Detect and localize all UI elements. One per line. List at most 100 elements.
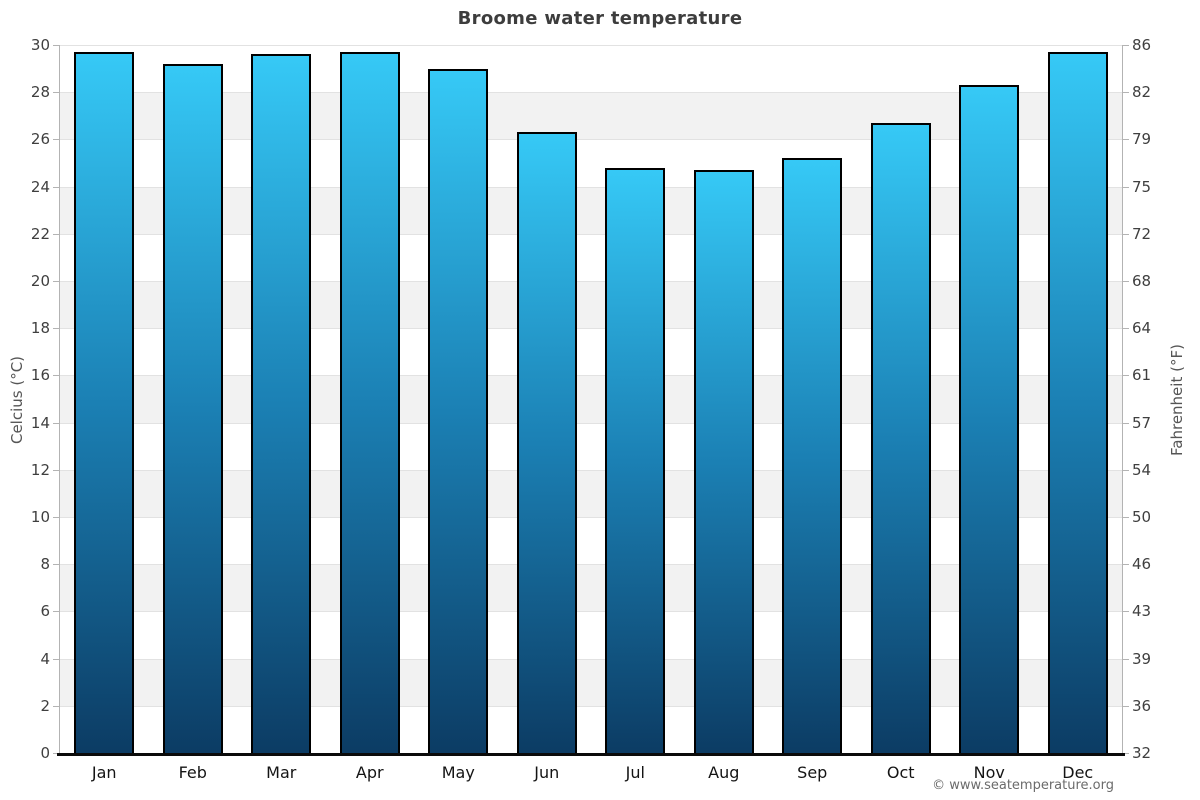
bar-aug: [693, 170, 754, 753]
y-tick-mark-right: [1123, 705, 1129, 707]
y-tick-label-fahrenheit-61: 61: [1132, 366, 1152, 385]
y-tick-mark-left: [53, 281, 59, 282]
bar-mar: [251, 54, 312, 753]
y-tick-label-fahrenheit-75: 75: [1132, 177, 1152, 196]
grid-band: [60, 469, 1122, 517]
bar-jan: [74, 52, 135, 753]
y-tick-mark-left: [53, 705, 59, 707]
x-tick-label-nov: Nov: [973, 763, 1005, 782]
y-tick-label-fahrenheit-86: 86: [1132, 36, 1152, 54]
gridline: [60, 469, 1122, 471]
y-tick-label-fahrenheit-39: 39: [1132, 649, 1152, 668]
y-tick-label-fahrenheit-79: 79: [1132, 130, 1152, 149]
y-tick-label-fahrenheit-57: 57: [1132, 413, 1152, 432]
y-tick-mark-left: [53, 422, 59, 424]
grid-band: [60, 186, 1122, 234]
y-tick-label-fahrenheit-68: 68: [1132, 272, 1152, 290]
grid-band: [60, 422, 1122, 470]
grid-band: [60, 92, 1122, 140]
grid-band: [60, 564, 1122, 612]
y-tick-mark-right: [1123, 375, 1129, 377]
y-tick-label-celsius-28: 28: [30, 83, 50, 102]
y-tick-label-celsius-24: 24: [30, 177, 50, 196]
y-axis-label-celsius: Celcius (°C): [8, 355, 26, 445]
y-axis-label-fahrenheit: Fahrenheit (°F): [1168, 344, 1186, 456]
y-tick-label-fahrenheit-43: 43: [1132, 602, 1152, 621]
y-tick-mark-left: [53, 233, 59, 235]
x-tick-label-sep: Sep: [797, 763, 828, 782]
bar-dec: [1047, 52, 1108, 753]
y-tick-mark-left: [53, 517, 59, 518]
x-tick-label-may: May: [441, 763, 475, 782]
y-tick-label-fahrenheit-46: 46: [1132, 555, 1152, 574]
y-tick-label-celsius-20: 20: [30, 272, 50, 290]
gridline: [60, 92, 1122, 94]
y-tick-label-fahrenheit-72: 72: [1132, 224, 1152, 243]
y-tick-mark-right: [1123, 233, 1129, 235]
y-tick-label-celsius-12: 12: [30, 460, 50, 479]
y-tick-mark-left: [53, 45, 59, 46]
x-tick-label-jul: Jul: [625, 763, 645, 782]
gridline: [60, 281, 1122, 282]
y-tick-mark-right: [1123, 422, 1129, 424]
gridline: [60, 375, 1122, 377]
y-tick-mark-right: [1123, 186, 1129, 188]
y-tick-label-fahrenheit-64: 64: [1132, 319, 1152, 338]
y-tick-label-celsius-2: 2: [40, 696, 50, 715]
grid-band: [60, 233, 1122, 281]
y-tick-mark-left: [53, 753, 59, 754]
y-tick-mark-right: [1123, 611, 1129, 613]
x-axis-line: [57, 753, 1125, 756]
chart-title: Broome water temperature: [457, 8, 743, 29]
bar-may: [428, 68, 489, 753]
y-tick-label-celsius-8: 8: [40, 555, 50, 574]
y-tick-mark-right: [1123, 139, 1129, 141]
gridline: [60, 422, 1122, 424]
grid-band: [60, 375, 1122, 423]
grid-band: [60, 658, 1122, 706]
gridline: [60, 564, 1122, 566]
gridline: [60, 233, 1122, 235]
y-tick-mark-left: [53, 611, 59, 613]
y-tick-label-celsius-30: 30: [30, 36, 50, 54]
bar-oct: [870, 122, 931, 753]
grid-band: [60, 328, 1122, 376]
bar-jul: [605, 167, 666, 753]
y-tick-mark-right: [1123, 564, 1129, 566]
y-tick-label-celsius-6: 6: [40, 602, 50, 621]
gridline: [60, 186, 1122, 188]
y-tick-mark-right: [1123, 469, 1129, 471]
bar-sep: [782, 158, 843, 753]
y-axis-line-right: [1122, 45, 1123, 754]
bar-jun: [516, 132, 577, 753]
y-tick-mark-right: [1123, 92, 1129, 94]
gridline: [60, 139, 1122, 141]
x-tick-label-feb: Feb: [178, 763, 207, 782]
copyright-text: © www.seatemperature.org: [932, 778, 1114, 793]
x-tick-label-jun: Jun: [534, 763, 560, 782]
y-tick-mark-right: [1123, 281, 1129, 282]
y-tick-mark-left: [53, 375, 59, 377]
gridline: [60, 328, 1122, 330]
x-tick-label-mar: Mar: [266, 763, 297, 782]
grid-band: [60, 611, 1122, 659]
grid-band: [60, 139, 1122, 187]
y-tick-label-celsius-10: 10: [30, 508, 50, 526]
y-tick-label-fahrenheit-82: 82: [1132, 83, 1152, 102]
y-tick-label-fahrenheit-50: 50: [1132, 508, 1152, 526]
grid-band: [60, 281, 1122, 329]
y-tick-mark-right: [1123, 658, 1129, 660]
x-tick-label-apr: Apr: [355, 763, 384, 782]
gridline: [60, 705, 1122, 707]
gridline: [60, 658, 1122, 660]
grid-band: [60, 45, 1122, 93]
bar-feb: [162, 63, 223, 753]
x-tick-label-jan: Jan: [91, 763, 117, 782]
y-tick-label-fahrenheit-54: 54: [1132, 460, 1152, 479]
bar-nov: [959, 85, 1020, 753]
x-tick-label-oct: Oct: [886, 763, 915, 782]
grid-band: [60, 705, 1122, 753]
y-axis-line-left: [59, 45, 60, 754]
bar-apr: [339, 52, 400, 753]
